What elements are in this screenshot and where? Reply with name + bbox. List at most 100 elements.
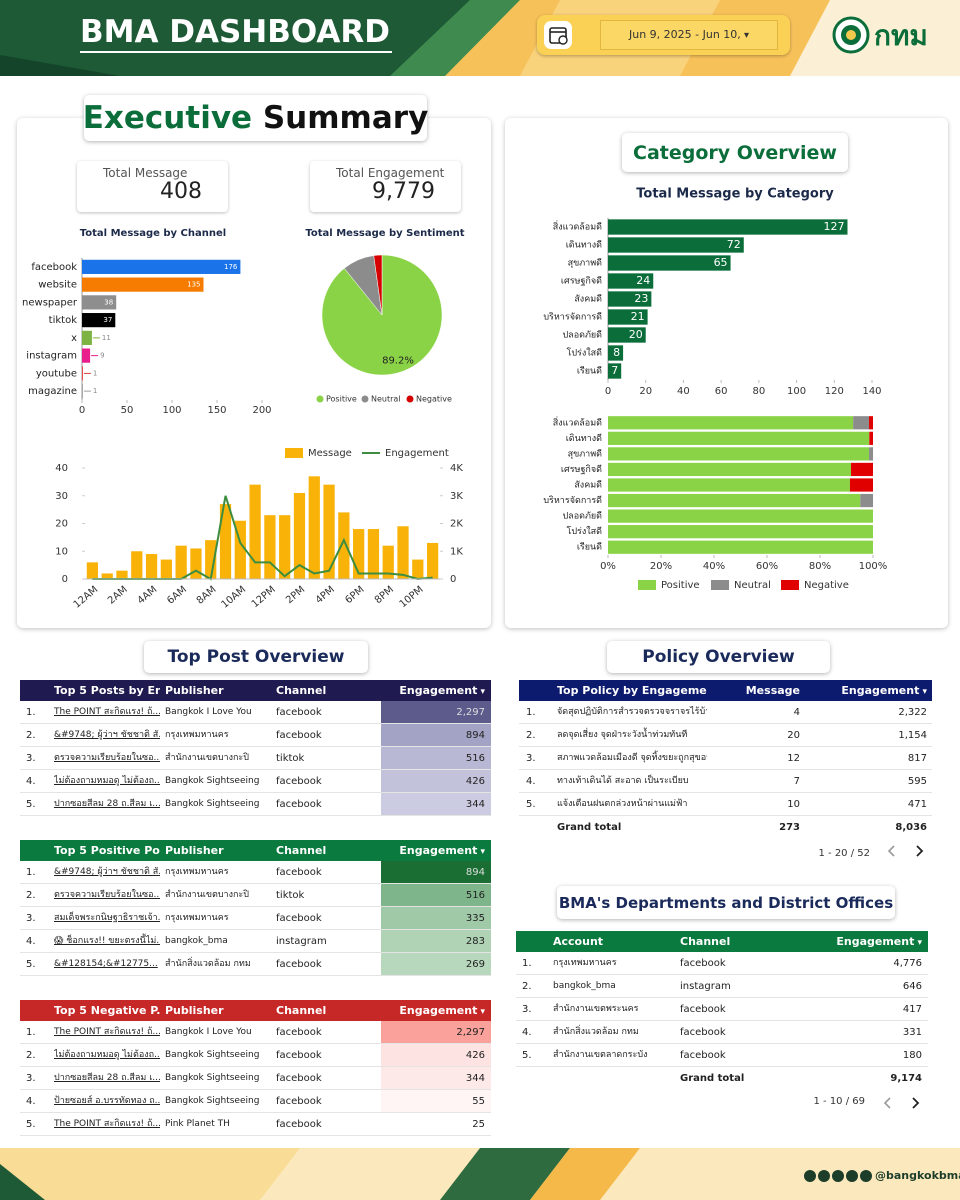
table-cell: Bangkok I Love You [165, 1027, 252, 1037]
table-cell: 5. [522, 1050, 532, 1061]
bar [367, 529, 380, 579]
y2-tick-label: 1K [450, 546, 463, 557]
table-cell: ลดจุดเสี่ยง จุดฝ่าระวังน้ำท่วมทันที [557, 730, 688, 740]
table-cell: ปากซอยสีลม 28 ถ.สีลม เ... [54, 799, 160, 809]
bar [234, 520, 246, 579]
row-divider [20, 1089, 491, 1090]
bar [608, 327, 646, 343]
x-tick-label: 2PM [284, 584, 307, 606]
x-tick-label: 40% [703, 561, 725, 572]
bar-segment [608, 540, 873, 554]
row-divider [519, 769, 932, 770]
x-tick-label: 20% [650, 561, 672, 572]
value-label: 127 [823, 220, 844, 233]
table-cell: สมเด็จพระกนิษฐาธิราชเจ้า... [54, 913, 160, 923]
category-label: เศรษฐกิจดี [561, 276, 602, 287]
legend-swatch [316, 395, 324, 403]
legend-swatch [781, 580, 799, 590]
kpi-value: 408 [160, 179, 202, 204]
calendar-icon[interactable] [542, 20, 574, 50]
bar [608, 309, 648, 325]
table-cell: 283 [465, 936, 485, 947]
total-label: Grand total [680, 1073, 745, 1084]
legend-label: Negative [416, 395, 452, 404]
row-divider [516, 1020, 928, 1021]
table-cell: 817 [907, 753, 927, 764]
table-cell: facebook [276, 913, 322, 924]
row-divider [516, 1066, 928, 1067]
table-cell: The POINT สะกิดแรง! ถ้... [54, 1027, 160, 1037]
table-cell: Bangkok Sightseeing [165, 776, 260, 786]
table-cell: 4. [522, 1027, 532, 1038]
bar-segment [608, 447, 870, 461]
bar-segment [849, 478, 873, 492]
table-cell: 646 [902, 981, 922, 992]
x-tick-label: 4PM [314, 584, 337, 606]
category-label: เดินทางดี [566, 240, 602, 251]
row-divider [20, 975, 491, 976]
table: Top 5 Negative P... Publisher Channel Engag… [20, 1000, 491, 1136]
bar [382, 545, 394, 579]
x-tick-label: 2AM [106, 584, 130, 606]
legend-label: Engagement [385, 448, 449, 459]
table-cell: ตรวจความเรียบร้อยในซอ... [54, 890, 160, 900]
kpi-label: Total Engagement [336, 166, 445, 180]
category-label: เรียนดี [577, 542, 602, 553]
category-chart: Total Message by Category 0 20 40 60 80 100 120… [543, 187, 881, 398]
table-cell: 4,776 [893, 958, 922, 969]
table-cell: 5. [26, 959, 36, 970]
bar [86, 562, 99, 579]
row-divider [20, 952, 491, 953]
heat-cell [381, 770, 491, 793]
table-cell: 3. [26, 913, 36, 924]
bar-segment [853, 416, 870, 430]
chart-title: Total Message by Category [636, 187, 834, 202]
table: AccountChannelEngagement1.กรุงเทพมหานครf… [516, 931, 928, 1132]
table-cell: facebook [276, 707, 322, 718]
bar-segment [608, 416, 854, 430]
table-cell: 426 [465, 1050, 485, 1061]
y-tick-label: 40 [55, 463, 68, 474]
value-label: 38 [104, 298, 113, 306]
date-range[interactable]: Jun 9, 2025 - Jun 10, [600, 20, 778, 50]
x-tick-label: 100% [859, 561, 888, 572]
value-label: 72 [727, 238, 741, 251]
table: Top 5 Positive Po...PublisherChannelEnga… [20, 840, 491, 976]
legend-swatch [711, 580, 729, 590]
bar [249, 484, 261, 579]
bar-segment [869, 416, 873, 430]
bar [608, 237, 744, 253]
section-title: Top Post Overview [144, 641, 368, 673]
table-cell: 1. [26, 867, 36, 878]
column-header: Engagement [687, 680, 927, 701]
pagination: 1 - 20 / 52 [818, 848, 870, 859]
legend-label: Negative [804, 580, 849, 591]
pager-arrows[interactable] [876, 1092, 926, 1114]
table-cell: facebook [276, 959, 322, 970]
heat-cell [381, 793, 491, 816]
table-cell: Bangkok Sightseeing [165, 799, 260, 809]
value-label: 176 [224, 263, 238, 271]
bar [279, 515, 291, 579]
x-tick-label: 150 [207, 405, 226, 416]
column-header: Top Policy by Engagement [557, 684, 707, 697]
table-cell: 1,154 [898, 730, 927, 741]
table-cell: ไม่ต้องถามหมอดู ไม่ต้องถ... [54, 1050, 160, 1060]
table-cell: facebook [680, 1027, 726, 1038]
x-tick-label: 6AM [165, 584, 189, 606]
legend-label: Positive [326, 395, 357, 404]
table-cell: facebook [276, 799, 322, 810]
bar [82, 259, 241, 274]
bma-emblem [832, 16, 870, 54]
table-cell: 2,322 [898, 707, 927, 718]
table-cell: instagram [680, 981, 731, 992]
table-cell: 1. [526, 707, 536, 718]
category-label: instagram [26, 351, 77, 362]
table-cell: จัดสุดปฏิบัติการสำรวจตรวจจราจรไร้บ้า... [557, 707, 707, 717]
x-tick-label: 60% [756, 561, 778, 572]
pager-arrows[interactable] [880, 840, 930, 862]
table-cell: 3. [26, 753, 36, 764]
legend-swatch [285, 448, 303, 458]
value-label: 89.2% [382, 355, 414, 366]
title-part: Summary [262, 100, 429, 136]
